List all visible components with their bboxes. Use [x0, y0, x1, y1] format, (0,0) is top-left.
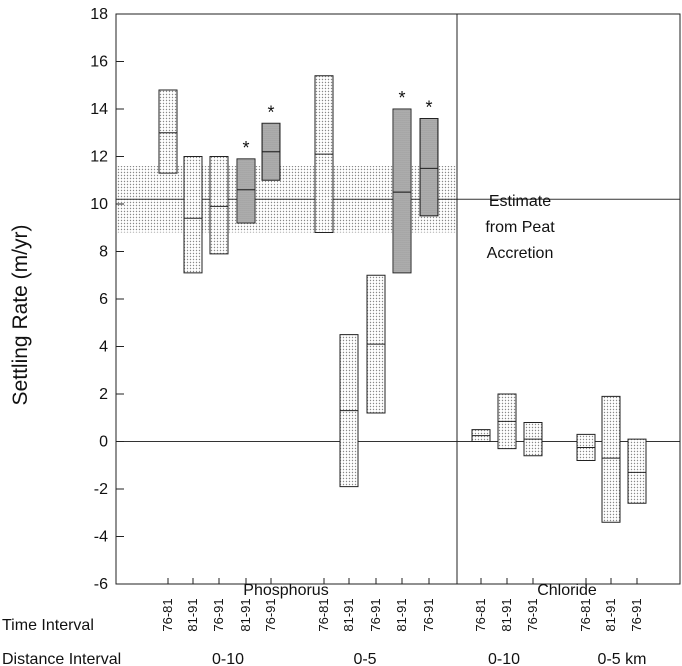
- distance-group-3: 0-10: [488, 651, 520, 666]
- box-16: [627, 438, 647, 504]
- time-interval-label: 76-81: [473, 598, 488, 631]
- panel-label-phosphorus: Phosphorus: [243, 582, 328, 599]
- y-tick-label: -4: [94, 529, 108, 546]
- time-interval-label: 76-91: [421, 598, 436, 631]
- estimate-label-line2: from Peat: [485, 219, 555, 236]
- box-2: [183, 156, 203, 274]
- y-tick-label: -2: [94, 481, 108, 498]
- y-tick-label: 2: [99, 386, 108, 403]
- y-axis-ticks: -6 -4 -2 0 2 4 6 8 10 12 14 16 18: [90, 6, 124, 593]
- y-tick-label: 16: [90, 54, 108, 71]
- time-interval-ticks: 76-81 81-91 76-91 81-91 76-91 76-81 81-91 76-91…: [160, 578, 644, 632]
- time-interval-label: 81-91: [238, 598, 253, 631]
- estimate-label-line1: Estimate: [489, 193, 551, 210]
- time-interval-label: 81-91: [499, 598, 514, 631]
- time-interval-label: 81-91: [341, 598, 356, 631]
- box-15: [601, 395, 621, 523]
- y-axis-label: Settling Rate (m/yr): [9, 225, 32, 406]
- y-tick-label: 14: [90, 101, 108, 118]
- box-1: [158, 89, 178, 174]
- significance-star: *: [425, 98, 432, 118]
- y-tick-label: -6: [94, 576, 108, 593]
- box-4: [236, 158, 256, 224]
- box-9: [392, 108, 412, 274]
- time-interval-label: 76-91: [368, 598, 383, 631]
- time-interval-label: 81-91: [394, 598, 409, 631]
- time-interval-label: 76-91: [211, 598, 226, 631]
- significance-star: *: [267, 102, 274, 122]
- time-interval-label: 76-91: [525, 598, 540, 631]
- y-tick-label: 18: [90, 6, 108, 23]
- boxes: * * * *: [158, 75, 647, 523]
- time-interval-label: 76-91: [263, 598, 278, 631]
- y-tick-label: 10: [90, 196, 108, 213]
- box-3: [209, 156, 229, 255]
- significance-star: *: [398, 88, 405, 108]
- distance-group-2: 0-5: [353, 651, 376, 666]
- distance-group-4: 0-5 km: [598, 651, 647, 666]
- y-tick-label: 4: [99, 339, 108, 356]
- time-interval-label: 76-81: [316, 598, 331, 631]
- time-interval-label: 81-91: [185, 598, 200, 631]
- time-interval-label: 76-91: [629, 598, 644, 631]
- distance-group-1: 0-10: [212, 651, 244, 666]
- distance-interval-label: Distance Interval: [2, 651, 121, 666]
- estimate-label-line3: Accretion: [487, 245, 554, 262]
- y-tick-label: 12: [90, 149, 108, 166]
- y-tick-label: 0: [99, 434, 108, 451]
- time-interval-label: Time Interval: [2, 617, 94, 634]
- y-tick-label: 8: [99, 244, 108, 261]
- panel-label-chloride: Chloride: [537, 582, 597, 599]
- y-tick-label: 6: [99, 291, 108, 308]
- time-interval-label: 76-81: [160, 598, 175, 631]
- time-interval-label: 81-91: [603, 598, 618, 631]
- significance-star: *: [242, 138, 249, 158]
- time-interval-label: 76-81: [578, 598, 593, 631]
- box-10: [419, 118, 439, 217]
